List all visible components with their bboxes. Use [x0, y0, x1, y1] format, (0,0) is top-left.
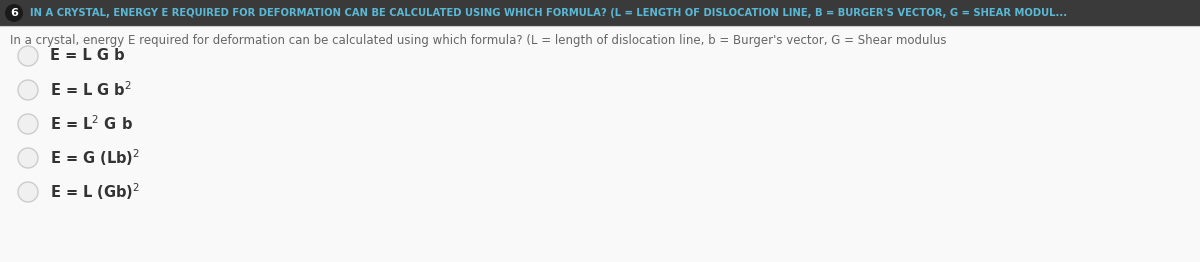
Circle shape — [5, 4, 23, 22]
Circle shape — [18, 182, 38, 202]
Bar — [0, 0, 1200, 26]
Text: E = L (Gb)$^2$: E = L (Gb)$^2$ — [50, 182, 140, 202]
Text: E = L G b: E = L G b — [50, 48, 125, 63]
Text: IN A CRYSTAL, ENERGY E REQUIRED FOR DEFORMATION CAN BE CALCULATED USING WHICH FO: IN A CRYSTAL, ENERGY E REQUIRED FOR DEFO… — [30, 8, 1067, 18]
Text: E = L$^2$ G b: E = L$^2$ G b — [50, 115, 133, 133]
Text: E = G (Lb)$^2$: E = G (Lb)$^2$ — [50, 148, 140, 168]
Text: E = L G b$^2$: E = L G b$^2$ — [50, 81, 132, 99]
Circle shape — [18, 46, 38, 66]
Text: 6: 6 — [10, 8, 18, 18]
Circle shape — [18, 114, 38, 134]
Text: In a crystal, energy E required for deformation can be calculated using which fo: In a crystal, energy E required for defo… — [10, 34, 947, 47]
Circle shape — [18, 80, 38, 100]
Circle shape — [18, 148, 38, 168]
